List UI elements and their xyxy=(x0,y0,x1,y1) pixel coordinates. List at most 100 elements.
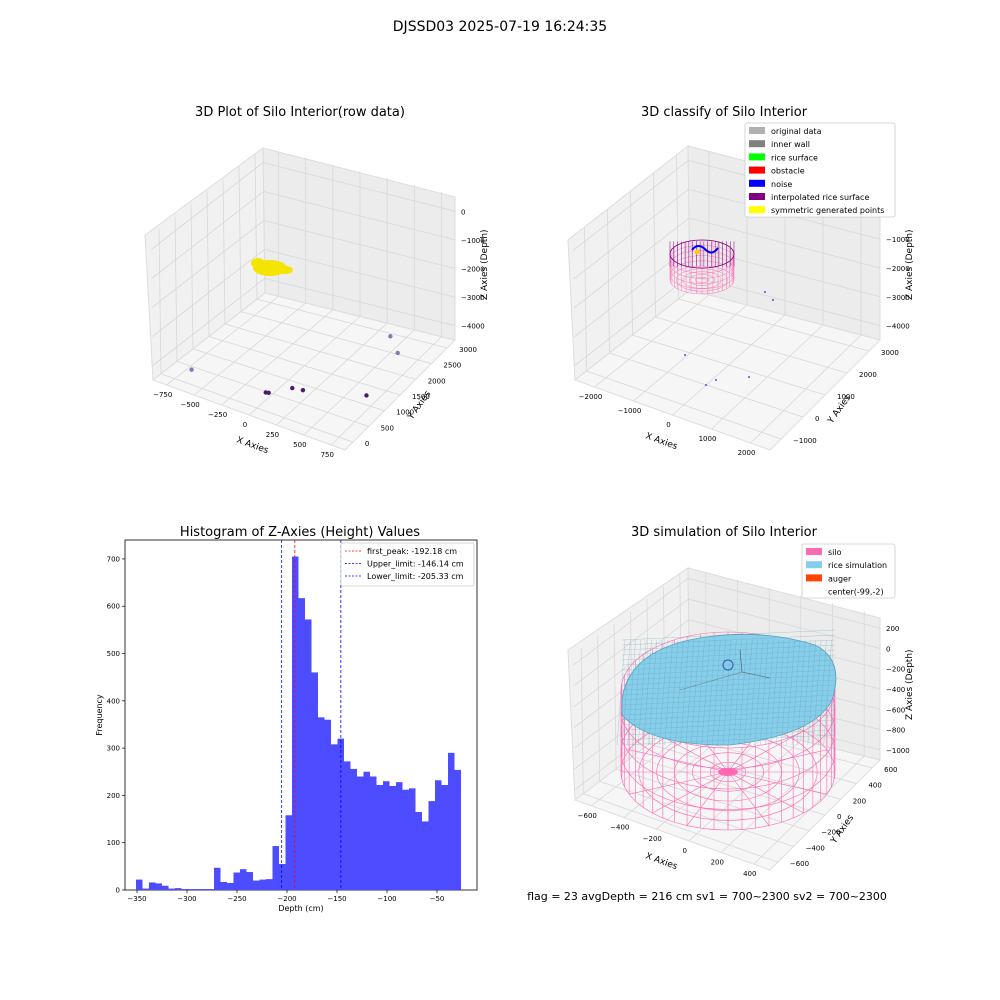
histogram-bar xyxy=(181,889,188,890)
x-tick-label: 400 xyxy=(743,870,756,878)
y-tick-label: 400 xyxy=(868,782,881,790)
legend-swatch xyxy=(749,206,765,214)
histogram-bars xyxy=(136,556,461,890)
legend-swatch xyxy=(749,179,765,187)
legend-label: noise xyxy=(771,180,792,189)
x-tick-label: 0 xyxy=(243,421,247,429)
y-tick-label: 2500 xyxy=(443,362,461,370)
z-tick-label: −1000 xyxy=(886,236,910,244)
histogram-bar xyxy=(305,619,312,890)
y-tick-label: 3000 xyxy=(881,349,899,357)
x-tick-label: −500 xyxy=(181,401,200,409)
histogram-bar xyxy=(149,882,156,890)
z-tick-label: −3000 xyxy=(886,294,910,302)
legend-swatch xyxy=(806,561,822,569)
legend-swatch xyxy=(749,166,765,174)
histogram-bar xyxy=(350,768,357,890)
histogram-bar xyxy=(201,889,208,890)
histogram-bar xyxy=(415,811,422,890)
y-tick-label: 400 xyxy=(107,697,120,705)
histogram-bar xyxy=(240,869,247,890)
z-tick-label: −200 xyxy=(886,666,905,674)
histogram-bar xyxy=(142,888,149,890)
x-tick-label: −2000 xyxy=(579,393,603,401)
silo-cylinder-small xyxy=(669,239,735,295)
data-point xyxy=(189,367,194,372)
y-tick-label: 2000 xyxy=(859,371,877,379)
symmetric-points-cluster xyxy=(251,258,293,276)
data-point xyxy=(388,334,393,339)
legend-swatch xyxy=(749,153,765,161)
panel-simulation-title: 3D simulation of Silo Interior xyxy=(631,525,818,540)
legend-swatch xyxy=(806,574,822,582)
legend-swatch xyxy=(749,127,765,134)
x-tick-label: −350 xyxy=(127,895,146,903)
x-tick-label: 1000 xyxy=(699,435,717,443)
legend-swatch xyxy=(749,193,765,200)
x-axis-label: X Axies xyxy=(644,431,679,452)
panel-histogram: Histogram of Z-Axies (Height) Values −35… xyxy=(95,525,478,913)
legend-swatch xyxy=(806,587,822,595)
histogram-bar xyxy=(435,780,442,890)
legend-label: silo xyxy=(828,548,842,557)
panel-raw-title: 3D Plot of Silo Interior(row data) xyxy=(195,105,405,120)
histogram-bar xyxy=(285,815,292,890)
y-tick-label: 0 xyxy=(837,813,841,821)
x-axis-label: X Axies xyxy=(644,851,679,872)
histogram-bar xyxy=(448,752,455,890)
x-tick-label: −200 xyxy=(277,895,296,903)
z-axis-label: Z Axies (Depth) xyxy=(905,649,915,720)
histogram-bar xyxy=(207,889,214,890)
y-tick-label: −200 xyxy=(821,829,840,837)
y-tick-label: 1000 xyxy=(396,409,414,417)
legend-label: first_peak: -192.18 cm xyxy=(367,547,457,556)
y-tick-label: −400 xyxy=(806,844,825,852)
histogram-bar xyxy=(188,889,195,890)
histogram-bar xyxy=(175,888,182,890)
x-tick-label: 0 xyxy=(666,421,670,429)
data-point xyxy=(290,385,295,391)
histogram-bar xyxy=(214,867,221,890)
legend-label: center(-99,-2) xyxy=(828,588,884,597)
z-tick-label: 0 xyxy=(886,645,890,653)
z-tick-label: −4000 xyxy=(461,323,485,331)
histogram-bar xyxy=(220,881,227,890)
figure-suptitle: DJSSD03 2025-07-19 16:24:35 xyxy=(393,19,607,35)
panel-raw-3d-plot: 3D Plot of Silo Interior(row data) X Axi… xyxy=(144,105,490,459)
data-point xyxy=(300,387,306,393)
histogram-bar xyxy=(357,776,364,890)
histogram-bar xyxy=(298,598,305,890)
z-axis-label: Z Axies (Depth) xyxy=(905,229,915,300)
x-axis-label: Depth (cm) xyxy=(278,904,323,913)
histogram-bar xyxy=(253,880,260,890)
z-tick-label: −1000 xyxy=(886,747,910,755)
z-tick-label: 0 xyxy=(461,208,465,216)
histogram-bar xyxy=(168,888,175,890)
y-tick-label: −600 xyxy=(790,860,809,868)
x-tick-label: 500 xyxy=(293,441,306,449)
z-tick-label: −4000 xyxy=(886,323,910,331)
legend-label: Upper_limit: -146.14 cm xyxy=(367,560,464,569)
y-tick-label: 2000 xyxy=(428,377,446,385)
x-tick-label: −200 xyxy=(643,835,662,843)
z-tick-label: 200 xyxy=(886,625,899,633)
z-tick-label: −800 xyxy=(886,727,905,735)
x-tick-label: −600 xyxy=(578,812,597,820)
y-tick-label: 3000 xyxy=(459,346,477,354)
y-tick-label: 700 xyxy=(107,555,120,563)
y-tick-label: 500 xyxy=(381,424,394,432)
histogram-bar xyxy=(194,889,201,890)
y-tick-label: 600 xyxy=(884,766,897,774)
z-tick-label: −400 xyxy=(886,686,905,694)
y-axis-label: Frequency xyxy=(95,694,104,736)
z-axis-label: Z Axies (Depth) xyxy=(480,229,490,300)
legend-label: interpolated rice surface xyxy=(771,193,869,202)
legend-label: rice simulation xyxy=(828,561,887,570)
legend-swatch xyxy=(749,140,765,148)
x-tick-label: −250 xyxy=(208,411,227,419)
histogram-bar xyxy=(311,672,318,890)
histogram-bar xyxy=(383,781,390,890)
x-tick-label: −50 xyxy=(430,895,445,903)
legend-label: symmetric generated points xyxy=(771,206,884,215)
data-point xyxy=(266,390,271,395)
